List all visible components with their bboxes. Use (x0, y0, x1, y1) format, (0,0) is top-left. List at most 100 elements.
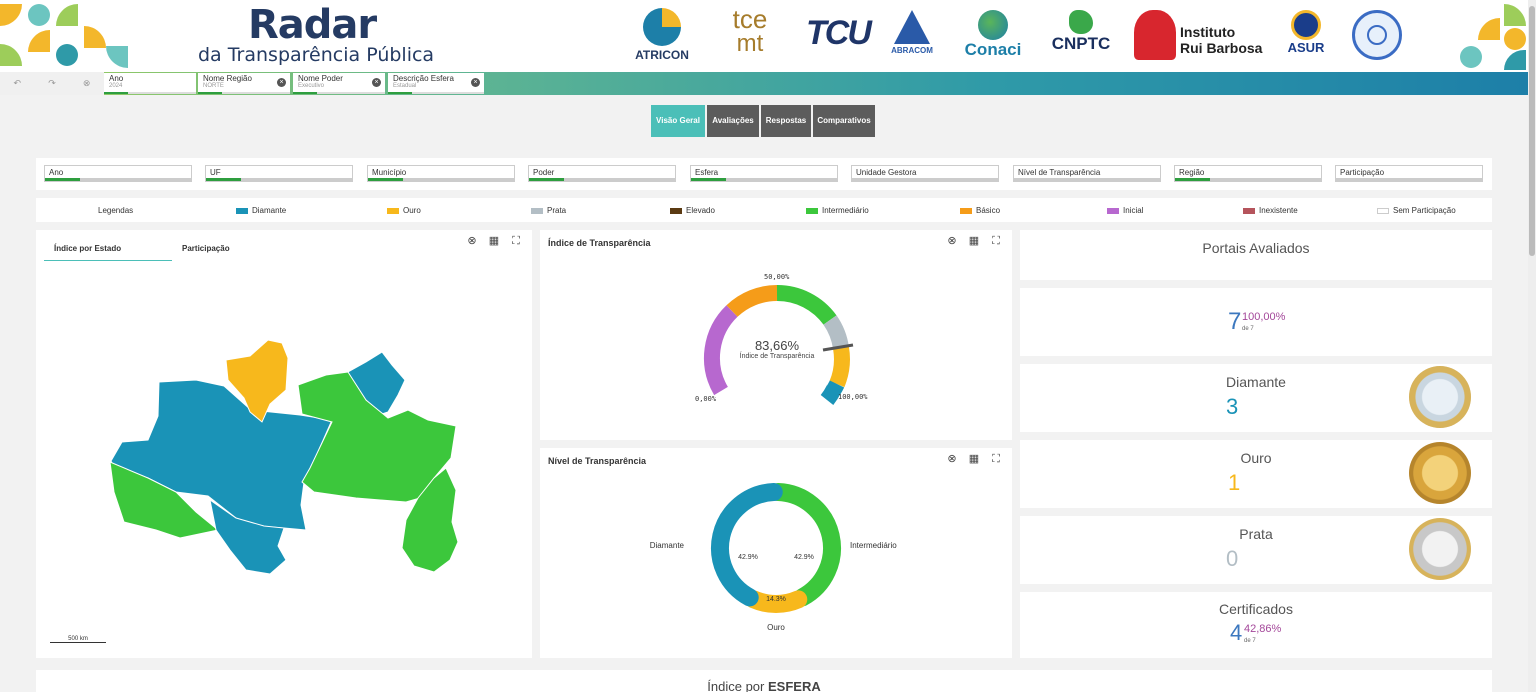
clear-selection-icon[interactable]: ⊗ (947, 235, 957, 247)
card-certificados: Certificados 4 42,86% de 7 (1020, 592, 1492, 658)
card-prata: Prata 0 (1020, 516, 1492, 584)
prata-label: Prata (1239, 526, 1273, 542)
filter-nivel-transparencia[interactable]: Nível de Transparência (1013, 165, 1161, 182)
gauge-band-intermediario (776, 284, 837, 325)
tab-visao-geral[interactable]: Visão Geral (651, 105, 705, 137)
donut-toolbar: ⊗ ▦ ⛶ (946, 453, 1002, 465)
scrollbar-thumb[interactable] (1529, 6, 1535, 256)
tab-avaliacoes[interactable]: Avaliações (707, 105, 759, 137)
clear-selection-icon[interactable]: ⊗ (467, 235, 477, 247)
step-back-icon[interactable]: ↶ (13, 78, 22, 88)
selection-chip-ano[interactable]: Ano 2024 (104, 73, 196, 94)
remove-selection-icon[interactable]: × (471, 78, 480, 87)
gauge-mid-label: 50,00% (764, 273, 790, 281)
filter-regiao[interactable]: Região (1174, 165, 1322, 182)
filters-bar: Ano UF Município Poder Esfera Unidade Ge… (36, 158, 1492, 190)
logo-asur: ASUR (1280, 10, 1332, 55)
portrait-icon (1134, 10, 1176, 60)
gauge-panel: Índice de Transparência ⊗ ▦ ⛶ 83,66% Índ… (540, 230, 1012, 440)
state-tocantins (401, 467, 459, 573)
card-diamante: Diamante 3 (1020, 364, 1492, 432)
logo-abracom: ABRACOM (884, 10, 940, 55)
prata-medal-icon (1409, 518, 1471, 580)
donut-panel: Nível de Transparência ⊗ ▦ ⛶ Diamante 42.… (540, 448, 1012, 658)
map-tab-active-underline (44, 260, 172, 261)
prata-count: 0 (1226, 546, 1239, 571)
gauge-band-inicial (703, 305, 738, 396)
donut-slice-diamante[interactable] (711, 483, 783, 607)
clear-selection-icon[interactable]: ⊗ (947, 453, 957, 465)
filter-poder[interactable]: Poder (528, 165, 676, 182)
donut-value-label: 14.3% (766, 596, 786, 603)
map-toolbar: ⊗ ▦ ⛶ (466, 235, 522, 247)
fullscreen-icon[interactable]: ⛶ (512, 235, 520, 247)
legend-item: Diamante (236, 206, 286, 215)
legend-item: Inicial (1107, 206, 1143, 215)
filter-uf[interactable]: UF (205, 165, 353, 182)
transparency-level-donut[interactable]: Diamante 42.9% Ouro 14.3% Intermediário 42.9% (540, 448, 1012, 658)
diamante-label: Diamante (1226, 374, 1286, 390)
legend-bar: Legendas Diamante Ouro Prata Elevado Int… (36, 198, 1492, 222)
selection-chip-poder[interactable]: Nome Poder Executivo × (293, 73, 385, 94)
donut-slice-intermedirio[interactable] (769, 483, 841, 607)
decor-tiles-left (0, 0, 130, 72)
decor-tiles-right (1460, 0, 1528, 72)
selection-chip-esfera[interactable]: Descrição Esfera Estadual × (388, 73, 484, 94)
donut-value-label: 42.9% (794, 554, 814, 561)
fullscreen-icon[interactable]: ⛶ (992, 235, 1000, 247)
atricon-icon (643, 8, 681, 46)
legend-item: Básico (960, 206, 1000, 215)
gauge-caption: Índice de Transparência (739, 353, 815, 360)
table-view-icon[interactable]: ▦ (488, 235, 500, 247)
filter-ano[interactable]: Ano (44, 165, 192, 182)
clear-all-icon[interactable]: ⊗ (82, 78, 91, 88)
filter-participacao[interactable]: Participação (1335, 165, 1483, 182)
abracom-icon (894, 10, 930, 44)
state-rondonia (209, 498, 287, 575)
ouro-count: 1 (1228, 470, 1241, 495)
step-forward-icon[interactable]: ↷ (48, 78, 56, 88)
map-tab-participacao[interactable]: Participação (182, 244, 230, 253)
filter-esfera[interactable]: Esfera (690, 165, 838, 182)
legend-item: Intermediário (806, 206, 869, 215)
cert-pct: 42,86% (1244, 623, 1282, 635)
diamante-count: 3 (1226, 394, 1239, 419)
transparency-gauge (703, 284, 854, 405)
gauge-needle (822, 343, 854, 352)
donut-category-label: Diamante (650, 541, 685, 550)
card-portais-count: 7 100,00% de 7 (1020, 288, 1492, 356)
state-roraima (225, 339, 289, 423)
legend-item: Elevado (670, 206, 715, 215)
table-view-icon[interactable]: ▦ (968, 453, 980, 465)
remove-selection-icon[interactable]: × (372, 78, 381, 87)
app-header: Radar da Transparência Pública ATRICON t… (0, 0, 1536, 72)
gauge-band-basico (726, 284, 778, 318)
gauge-title: Índice de Transparência (548, 238, 651, 248)
tab-respostas[interactable]: Respostas (761, 105, 811, 137)
donut-category-label: Ouro (767, 623, 785, 632)
map-panel: Índice por Estado Participação ⊗ ▦ ⛶ 500… (36, 230, 532, 658)
tab-comparativos[interactable]: Comparativos (813, 105, 875, 137)
filter-municipio[interactable]: Município (367, 165, 515, 182)
selection-chip-regiao[interactable]: Nome Região NORTE × (198, 73, 290, 94)
legend-item: Prata (531, 206, 566, 215)
cert-label: Certificados (1219, 601, 1293, 617)
cert-count: 4 (1230, 620, 1243, 645)
legend-item: Inexistente (1243, 206, 1298, 215)
fullscreen-icon[interactable]: ⛶ (992, 453, 1000, 465)
logo-tce-mt: tce mt (732, 4, 768, 57)
donut-category-label: Intermediário (850, 541, 897, 550)
table-view-icon[interactable]: ▦ (968, 235, 980, 247)
portais-pct: 100,00% (1242, 311, 1286, 323)
remove-selection-icon[interactable]: × (277, 78, 286, 87)
logo-cnptc: CNPTC (1046, 10, 1116, 54)
gauge-max-label: 100,00% (838, 393, 868, 401)
asur-icon (1291, 10, 1321, 40)
filter-unidade-gestora[interactable]: Unidade Gestora (851, 165, 999, 182)
north-region-map[interactable] (36, 230, 532, 658)
esfera-panel: Índice por ESFERA (36, 670, 1492, 692)
map-tab-indice-estado[interactable]: Índice por Estado (54, 244, 122, 253)
portais-count: 7 (1228, 308, 1242, 335)
page-scrollbar[interactable] (1528, 0, 1536, 692)
logo-audicon (1352, 10, 1402, 60)
